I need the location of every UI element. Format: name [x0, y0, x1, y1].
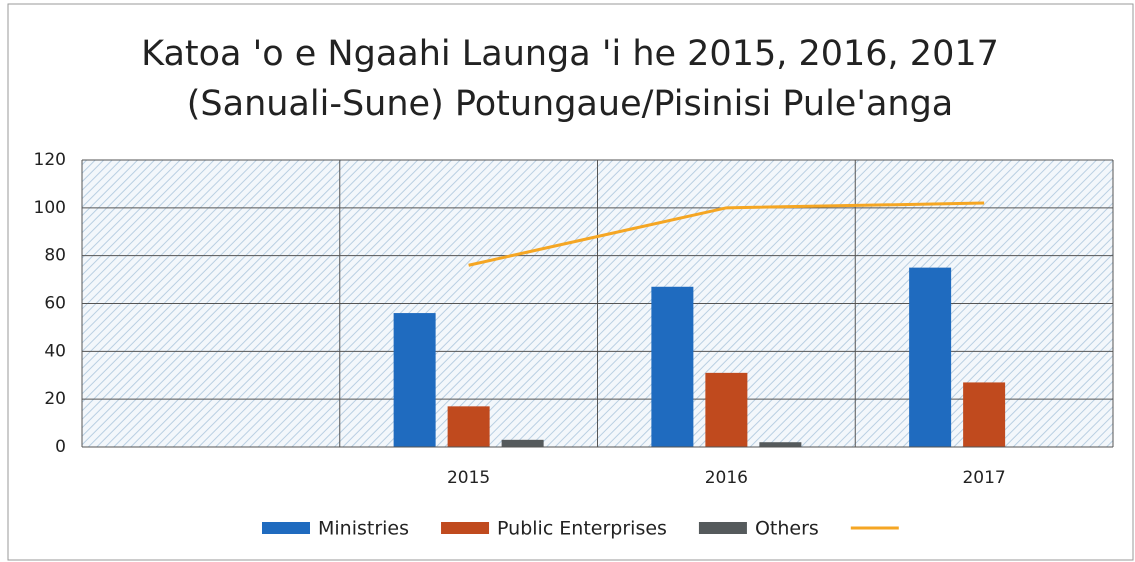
bar [501, 439, 544, 447]
y-tick-label: 40 [44, 341, 66, 361]
x-tick-label: 2016 [705, 468, 748, 488]
bar [705, 372, 748, 447]
legend-swatch [441, 522, 490, 534]
chart-title: (Sanuali-Sune) Potungaue/Pisinisi Pule'a… [187, 84, 954, 124]
legend-swatch [262, 522, 310, 534]
bar [759, 442, 802, 447]
y-tick-label: 20 [44, 389, 66, 409]
legend-label: Public Enterprises [497, 518, 667, 540]
bar [963, 382, 1006, 447]
x-tick-label: 2015 [447, 468, 490, 488]
legend-swatch [698, 522, 747, 534]
y-tick-label: 80 [44, 246, 66, 266]
bar [447, 406, 490, 447]
bar [393, 313, 436, 447]
chart-title: Katoa 'o e Ngaahi Launga 'i he 2015, 201… [141, 34, 999, 74]
bar [651, 286, 694, 447]
line [468, 201, 985, 267]
bar [909, 267, 952, 447]
legend-label: Others [755, 518, 819, 540]
frame [7, 3, 1134, 561]
y-tick-label: 120 [34, 150, 66, 170]
y-tick-label: 100 [34, 198, 66, 218]
legend-label: Ministries [318, 518, 409, 540]
y-tick-label: 0 [55, 437, 66, 457]
x-tick-label: 2017 [962, 468, 1005, 488]
y-tick-label: 60 [44, 294, 66, 314]
